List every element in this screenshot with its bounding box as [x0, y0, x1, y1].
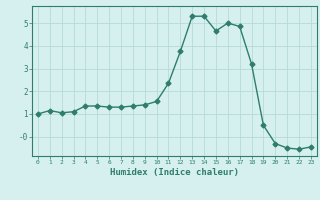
X-axis label: Humidex (Indice chaleur): Humidex (Indice chaleur): [110, 168, 239, 177]
